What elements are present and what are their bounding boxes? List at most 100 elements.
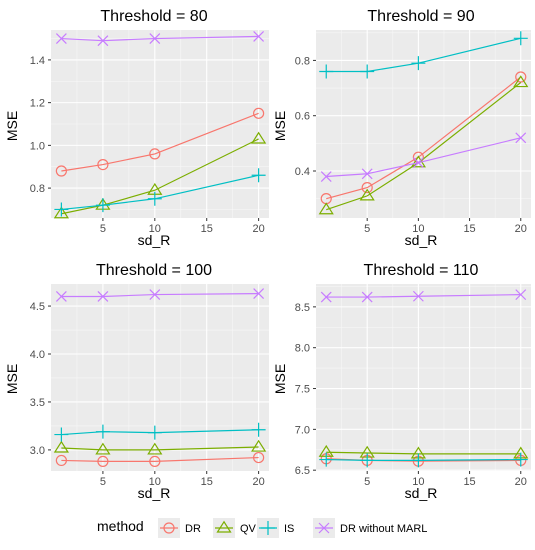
panel-1-series-dr-point <box>253 107 265 119</box>
panel-2-background <box>316 30 531 218</box>
panel-4-y-tick-label: 6.5 <box>295 465 310 477</box>
panel-1-series-qv-point <box>251 131 267 144</box>
panel-2-y-tick-label: 0.8 <box>295 55 310 67</box>
y-axis-label-panel-2: MSE <box>272 111 288 141</box>
panel-3-y-tick-label: 3.0 <box>30 445 45 457</box>
panel-4-x-tick-label: 15 <box>463 476 475 488</box>
panel-3-series-dr-without-marl-point <box>149 289 161 300</box>
panel-1-series-is-point <box>251 168 266 183</box>
panel-1-series-qv-line <box>61 138 259 215</box>
panels-group: 5 10 15 20 0.8 1.0 1.2 1.4 5 10 15 20 0.4 0.6 0.8 5 10 15… <box>30 30 531 488</box>
panel-2-series-dr-without-marl-line <box>326 137 521 178</box>
panel-2-series-dr-without-marl-point <box>515 132 527 144</box>
panel-title-threshold-90: Threshold = 90 <box>367 8 474 25</box>
panel-3-series-dr-without-marl-point <box>55 291 67 302</box>
panel-2-series-qv-point <box>318 202 334 215</box>
legend-key-is-marker <box>261 521 275 535</box>
panel-1-series-dr-point <box>149 148 161 160</box>
panel-4-y-tick-label: 7.5 <box>295 384 310 396</box>
legend: DR QV IS DR without MARL <box>158 518 427 538</box>
panel-1-series-dr-line <box>61 112 259 172</box>
panel-3-series-is-point <box>251 422 266 437</box>
panel-2-y-tick-label: 0.6 <box>295 111 310 123</box>
y-axis-label-panel-4: MSE <box>272 364 288 394</box>
panel-1-series-dr-without-marl-line <box>61 35 259 42</box>
panel-4-x-tick-label: 10 <box>412 476 424 488</box>
panel-4-y-tick-label: 8.5 <box>295 302 310 314</box>
panel-title-threshold-100: Threshold = 100 <box>96 262 212 279</box>
panel-4-series-is-point <box>411 453 426 468</box>
panel-1-x-tick-label: 5 <box>100 223 106 235</box>
panel-1-y-tick-label: 0.8 <box>30 183 45 195</box>
panel-1-series-qv-point <box>53 206 69 219</box>
panel-3-series-dr-point <box>55 454 67 467</box>
legend-key-dr-marker <box>163 522 175 534</box>
panel-2-series-is-point <box>319 64 334 79</box>
panel-2-series-dr-line <box>326 76 522 200</box>
panel-3-x-tick-label: 10 <box>149 476 161 488</box>
panel-1-series-is-point <box>54 202 69 217</box>
panel-1-series-is-point <box>147 191 162 206</box>
panel-3-series-qv-point <box>251 439 267 452</box>
panel-2-x-tick-label: 5 <box>364 223 370 235</box>
panel-1-y-tick-label: 1.4 <box>30 55 45 67</box>
panel-2-y-tick-label: 0.4 <box>295 166 310 178</box>
legend-label-qv: QV <box>240 523 257 535</box>
panel-4-background <box>316 284 531 471</box>
panel-3-series-dr-without-marl-point <box>253 288 265 300</box>
panel-3-series-is-line <box>61 429 259 436</box>
x-axis-label-panel-1: sd_R <box>138 232 171 248</box>
panel-3-y-tick-label: 4.0 <box>30 349 45 361</box>
x-axis-label-panel-2: sd_R <box>405 232 438 248</box>
panel-3-background <box>51 284 269 471</box>
panel-3-series-qv-point <box>147 442 163 455</box>
panel-4-series-dr-without-marl-point <box>361 291 373 303</box>
panel-1-series-dr-without-marl-point <box>149 33 161 44</box>
panel-4-series-is-line <box>326 458 521 461</box>
panel-4-y-tick-label: 7.0 <box>295 424 310 436</box>
panel-3-y-tick-label: 3.5 <box>30 397 45 409</box>
panel-2-series-qv-point <box>513 75 529 88</box>
panel-2-x-tick-label: 15 <box>463 223 475 235</box>
panel-4-series-qv-line <box>326 451 521 455</box>
panel-4-series-is-point <box>513 452 528 467</box>
panel-1-y-tick-label: 1.2 <box>30 98 45 110</box>
panel-4-series-is-point <box>360 453 375 468</box>
panel-3-series-dr-without-marl-line <box>61 292 259 298</box>
panel-4-series-dr-without-marl-point <box>412 290 424 302</box>
y-axis-label-panel-1: MSE <box>4 111 20 141</box>
panel-1-series-dr-without-marl-point <box>55 33 67 44</box>
panel-title-threshold-80: Threshold = 80 <box>100 8 207 25</box>
panel-1-x-tick-label: 15 <box>201 223 213 235</box>
panel-4-y-tick-label: 8.0 <box>295 343 310 355</box>
legend-title: method <box>97 518 144 534</box>
x-axis-label-panel-4: sd_R <box>405 485 438 501</box>
panel-1-series-dr-point <box>55 165 67 177</box>
panel-2-series-qv-point <box>359 188 375 201</box>
panel-3-x-tick-label: 15 <box>201 476 213 488</box>
y-axis-label-panel-3: MSE <box>4 364 20 394</box>
legend-label-dr: DR <box>185 523 201 535</box>
panel-1-series-dr-without-marl-point <box>253 30 265 42</box>
panel-2-series-is-point <box>360 64 375 79</box>
panel-3-series-dr-point <box>253 451 265 464</box>
panel-2-series-is-point <box>513 31 528 46</box>
panel-3-series-is-point <box>95 424 110 439</box>
panel-3-y-tick-label: 4.5 <box>30 301 45 313</box>
panel-2-series-dr-without-marl-point <box>361 168 373 180</box>
panel-4-series-dr-without-marl-line <box>326 294 521 298</box>
panel-4-series-dr-without-marl-point <box>515 289 527 301</box>
panel-3-series-dr-point <box>149 455 161 468</box>
panel-2-series-qv-line <box>326 82 522 211</box>
panel-2-x-tick-label: 20 <box>515 223 527 235</box>
panel-3-series-qv-point <box>95 442 111 455</box>
legend-label-dr-without-marl: DR without MARL <box>340 523 427 535</box>
panel-3-series-dr-point <box>97 455 109 468</box>
legend-key-dr-without-marl-marker <box>318 522 330 534</box>
legend-key-qv-marker <box>216 520 232 533</box>
panel-3-series-dr-without-marl-point <box>97 291 109 302</box>
panel-1-series-is-line <box>61 174 259 211</box>
panel-2-series-is-point <box>411 56 426 71</box>
panel-2-series-dr-without-marl-point <box>320 171 332 182</box>
